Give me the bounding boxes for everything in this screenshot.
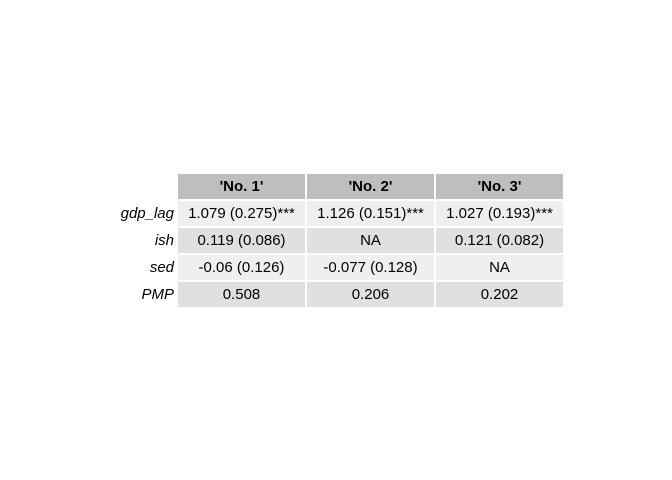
- header-row: 'No. 1' 'No. 2' 'No. 3': [112, 174, 563, 199]
- table-cell: 1.079 (0.275)***: [178, 201, 305, 226]
- table-row: gdp_lag 1.079 (0.275)*** 1.126 (0.151)**…: [112, 201, 563, 226]
- table-cell: 0.119 (0.086): [178, 228, 305, 253]
- column-header: 'No. 2': [307, 174, 434, 199]
- results-table: 'No. 1' 'No. 2' 'No. 3' gdp_lag 1.079 (0…: [110, 172, 565, 309]
- table-cell: 0.121 (0.082): [436, 228, 563, 253]
- table-row: ish 0.119 (0.086) NA 0.121 (0.082): [112, 228, 563, 253]
- table-row: PMP 0.508 0.206 0.202: [112, 282, 563, 307]
- table-cell: -0.06 (0.126): [178, 255, 305, 280]
- table-cell: 0.202: [436, 282, 563, 307]
- table-cell: 1.027 (0.193)***: [436, 201, 563, 226]
- row-label: PMP: [141, 286, 174, 303]
- row-label: gdp_lag: [120, 205, 174, 222]
- table-row: sed -0.06 (0.126) -0.077 (0.128) NA: [112, 255, 563, 280]
- row-label: sed: [149, 259, 174, 276]
- table-cell: 1.126 (0.151)***: [307, 201, 434, 226]
- table-cell: -0.077 (0.128): [307, 255, 434, 280]
- table-cell: 0.206: [307, 282, 434, 307]
- table-cell: 0.508: [178, 282, 305, 307]
- corner-cell: [112, 174, 176, 199]
- column-header: 'No. 3': [436, 174, 563, 199]
- row-label: ish: [154, 232, 174, 249]
- table-cell: NA: [436, 255, 563, 280]
- table-cell: NA: [307, 228, 434, 253]
- column-header: 'No. 1': [178, 174, 305, 199]
